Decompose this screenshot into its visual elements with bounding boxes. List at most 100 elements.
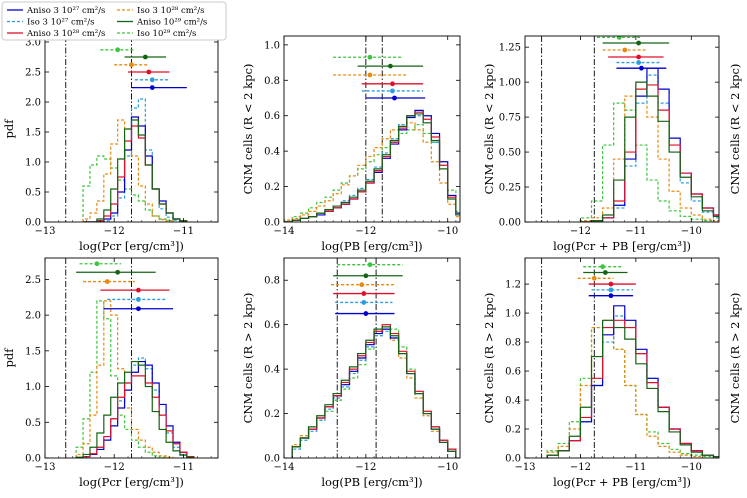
median-marker	[361, 291, 367, 296]
x-tick-label: −13	[34, 462, 55, 473]
median-marker	[388, 63, 393, 69]
median-marker	[136, 297, 141, 302]
x-tick-label: −13	[34, 226, 55, 237]
y-tick-label: 0.4	[264, 147, 280, 158]
legend-label: Iso 3 10²⁷ cm²/s	[27, 18, 94, 28]
plot-area	[291, 258, 457, 458]
histogram-series	[83, 125, 188, 222]
histogram-series	[76, 357, 195, 458]
histogram-series	[291, 330, 457, 458]
y-tick-label: 0.6	[264, 111, 280, 122]
plot-area	[541, 258, 719, 458]
y-tick-label: 0.8	[505, 338, 521, 349]
y-axis-label: CNM cells (R > 2 kpc)	[241, 293, 255, 424]
y-tick-label: 0.2	[264, 409, 280, 420]
median-marker	[136, 306, 141, 312]
histogram-series	[284, 113, 460, 222]
histogram-series	[75, 300, 174, 458]
histogram-series	[546, 319, 703, 458]
median-marker	[636, 60, 642, 65]
y-tick-label: 0.50	[499, 148, 521, 159]
histogram-series	[83, 116, 188, 222]
median-marker	[146, 69, 152, 75]
median-marker	[367, 54, 373, 60]
histogram-series	[579, 81, 719, 222]
y-tick-label: 0.0	[264, 218, 280, 229]
median-marker	[149, 77, 155, 83]
median-marker	[359, 282, 365, 288]
median-marker	[636, 40, 642, 46]
panel-p00: −13 −12 −11 0.0 0.5 1.0 1.5 2.0 2.5 3.0 log(Pcr [e…	[2, 35, 219, 253]
x-axis-label: log(Pcr [erg/cm³])	[79, 239, 184, 253]
median-marker	[390, 81, 395, 87]
x-tick-label: −11	[173, 462, 194, 473]
x-tick-label: −12	[570, 226, 591, 237]
y-tick-label: 2.0	[25, 98, 41, 109]
median-marker	[608, 293, 614, 299]
x-tick-label: −11	[625, 462, 646, 473]
legend-label: Iso 10²⁹ cm²/s	[137, 29, 196, 39]
histogram-series	[579, 102, 715, 222]
histogram-series	[75, 360, 195, 458]
median-marker	[390, 88, 395, 94]
x-tick-label: −10	[681, 226, 702, 237]
x-tick-label: −10	[437, 462, 458, 473]
axes-frame	[524, 257, 720, 459]
y-tick-label: 2.5	[25, 68, 41, 79]
axes-frame	[283, 35, 461, 223]
median-marker	[149, 85, 155, 90]
panels-group: −13 −12 −11 0.0 0.5 1.0 1.5 2.0 2.5 3.0 log(Pcr [e…	[2, 35, 742, 489]
y-tick-label: 1.0	[505, 309, 521, 320]
median-marker	[142, 54, 148, 60]
x-tick-label: −10	[681, 462, 702, 473]
y-tick-label: 0.0	[264, 454, 280, 465]
median-marker	[608, 281, 614, 287]
x-axis-label: log(Pcr [erg/cm³])	[79, 475, 184, 489]
x-tick-label: −11	[173, 226, 194, 237]
x-tick-label: −10	[437, 226, 458, 237]
histogram-series	[284, 115, 460, 222]
y-tick-label: 1.2	[505, 280, 521, 291]
histogram-series	[284, 109, 460, 222]
y-tick-label: 2.5	[25, 275, 41, 286]
y-axis-label: pdf	[2, 348, 16, 368]
x-axis-label: log(PB [erg/cm³])	[321, 239, 422, 253]
y-tick-label: 0.0	[25, 218, 41, 229]
histogram-series	[75, 300, 167, 458]
y-tick-label: 1.5	[25, 346, 41, 357]
median-marker	[367, 262, 373, 268]
y-tick-label: 0.6	[264, 320, 280, 331]
y-tick-label: 1.0	[25, 382, 41, 393]
median-marker	[600, 264, 605, 270]
median-marker	[639, 65, 644, 71]
x-tick-label: −12	[355, 226, 376, 237]
legend-label: Aniso 10²⁹ cm²/s	[136, 18, 207, 28]
histogram-series	[82, 155, 174, 222]
histogram-series	[546, 319, 719, 458]
y-axis-label: CNM cells (R > 2 kpc)	[482, 293, 496, 424]
histogram-series	[284, 111, 460, 222]
y-tick-label: 1.0	[264, 40, 280, 51]
median-marker	[367, 72, 373, 78]
plot-area	[65, 258, 195, 458]
plot-area	[284, 36, 460, 222]
histogram-series	[76, 375, 195, 458]
y-tick-label: 1.0	[25, 158, 41, 169]
histogram-series	[83, 119, 188, 222]
histogram-series	[83, 98, 181, 222]
panel-p11: −14 −12 −10 0.0 0.2 0.4 0.6 0.8 log(PB [erg/cm³]…	[241, 257, 461, 489]
y-tick-label: 1.00	[499, 78, 521, 89]
legend-label: Iso 3 10²⁸ cm²/s	[137, 6, 204, 16]
axes-frame	[283, 257, 461, 459]
plot-area	[541, 36, 719, 222]
y-tick-label: 0.2	[264, 182, 280, 193]
panel-p10: −13 −12 −11 0.0 0.5 1.0 1.5 2.0 2.5 log(Pcr [erg/…	[2, 257, 219, 489]
y-tick-label: 0.75	[499, 113, 521, 124]
median-marker	[363, 311, 369, 316]
median-marker	[636, 54, 642, 60]
y-tick-label: 0.2	[505, 425, 521, 436]
median-marker	[602, 270, 608, 275]
y-tick-label: 0.00	[499, 218, 521, 229]
y-tick-label: 0.5	[25, 188, 41, 199]
